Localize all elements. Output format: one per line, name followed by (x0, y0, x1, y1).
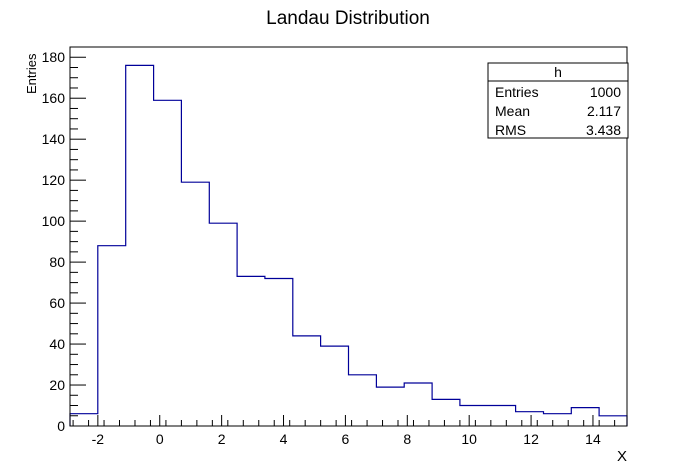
x-tick-label: 12 (523, 431, 539, 447)
y-tick-label: 160 (42, 90, 66, 106)
y-tick-label: 180 (42, 49, 66, 65)
x-tick-label: 6 (342, 431, 350, 447)
x-minor-ticks (73, 420, 615, 426)
y-tick-label: 0 (57, 418, 65, 434)
x-axis-label: X (617, 448, 627, 465)
x-tick-label: 8 (403, 431, 411, 447)
y-tick-label: 140 (42, 131, 66, 147)
stats-box-title: h (554, 64, 562, 80)
y-tick-label: 40 (49, 336, 65, 352)
y-tick-labels: 0 20 40 60 80 100 120 140 160 180 (42, 49, 66, 434)
stats-rms-value: 3.438 (586, 122, 621, 138)
stats-mean-label: Mean (495, 103, 530, 119)
stats-rms-label: RMS (495, 122, 526, 138)
y-tick-label: 20 (49, 377, 65, 393)
y-tick-label: 60 (49, 295, 65, 311)
stats-entries-value: 1000 (590, 84, 621, 100)
x-tick-label: 2 (218, 431, 226, 447)
y-tick-label: 100 (42, 213, 66, 229)
x-tick-label: 0 (156, 431, 164, 447)
stats-mean-value: 2.117 (587, 103, 621, 119)
x-tick-label: 10 (461, 431, 477, 447)
x-tick-labels: -2 0 2 4 6 8 10 12 14 (92, 431, 601, 447)
x-tick-label: 14 (585, 431, 601, 447)
stats-entries-label: Entries (495, 84, 539, 100)
y-tick-label: 80 (49, 254, 65, 270)
chart-title: Landau Distribution (266, 8, 430, 29)
x-tick-label: -2 (92, 431, 105, 447)
x-axis-ticks (98, 415, 593, 426)
stats-box: h Entries 1000 Mean 2.117 RMS 3.438 (488, 63, 628, 138)
y-minor-ticks (70, 47, 78, 416)
y-tick-label: 120 (42, 172, 66, 188)
x-tick-label: 4 (280, 431, 288, 447)
y-axis-label: Entries (24, 53, 39, 94)
